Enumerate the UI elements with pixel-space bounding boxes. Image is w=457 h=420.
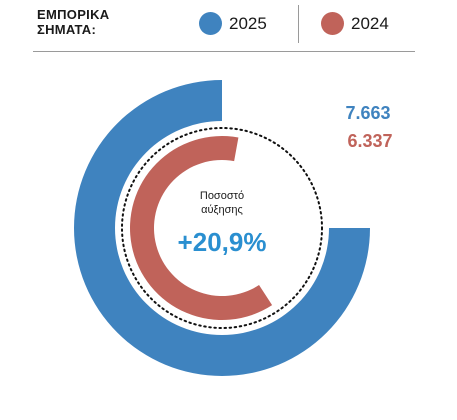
chart-title-line-2: ΣΗΜΑΤΑ: bbox=[37, 22, 97, 37]
legend-swatch-2024 bbox=[321, 12, 344, 35]
legend-item-2025: 2025 bbox=[199, 12, 267, 35]
legend-item-2024: 2024 bbox=[321, 12, 389, 35]
center-percentage-value: +20,9% bbox=[178, 227, 267, 257]
header-divider bbox=[33, 51, 415, 52]
arc-2024 bbox=[129, 135, 273, 320]
reference-dotted-circle bbox=[121, 127, 323, 329]
value-label-2025: 7.663 bbox=[345, 103, 390, 123]
legend-label-2025: 2025 bbox=[229, 14, 267, 33]
legend-divider bbox=[298, 5, 299, 43]
legend-label-2024: 2024 bbox=[351, 14, 389, 33]
center-caption-line-2: αύξησης bbox=[201, 204, 243, 216]
center-caption-line-1: Ποσοστό bbox=[200, 190, 244, 202]
value-label-2024: 6.337 bbox=[347, 131, 392, 151]
chart-title: ΕΜΠΟΡΙΚΑ ΣΗΜΑΤΑ: bbox=[37, 7, 127, 37]
chart-title-line-1: ΕΜΠΟΡΙΚΑ bbox=[37, 7, 110, 22]
legend-swatch-2025 bbox=[199, 12, 222, 35]
chart-header: ΕΜΠΟΡΙΚΑ ΣΗΜΑΤΑ: 2025 2024 bbox=[0, 0, 457, 58]
